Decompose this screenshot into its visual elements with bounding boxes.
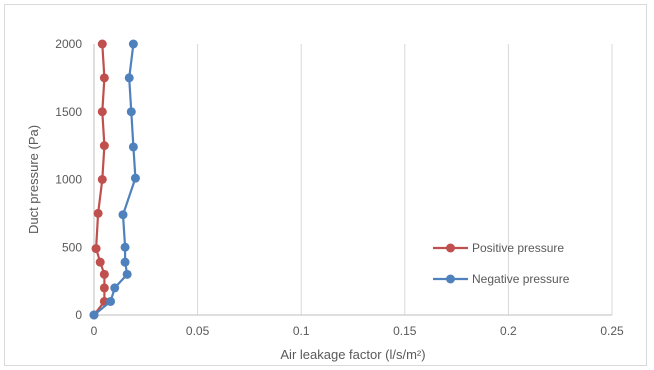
negative-pressure-legend-marker [446,274,455,284]
positive-pressure-point [93,208,103,218]
negative-pressure-point [128,142,138,152]
x-tick-label: 0.05 [186,324,210,338]
x-axis-label: Air leakage factor (l/s/m²) [280,347,425,362]
negative-pressure-point [120,242,130,252]
negative-pressure-point [122,269,132,279]
positive-pressure-point [99,269,109,279]
negative-pressure-point [126,107,136,117]
positive-pressure-point [97,107,107,117]
axes [93,44,612,316]
negative-pressure-point [110,283,120,293]
series-layer [89,39,140,320]
tick-labels: 0 0.05 0.1 0.15 0.2 0.25 0 500 1000 1500 2000 [55,37,624,338]
negative-pressure-legend-label: Negative pressure [472,272,570,286]
negative-pressure-series [89,39,140,320]
x-tick-label: 0.2 [500,324,517,338]
y-tick-label: 1500 [55,105,82,119]
negative-pressure-point [118,210,128,220]
negative-pressure-point [124,73,134,83]
positive-pressure-point [95,257,105,267]
negative-pressure-point [128,39,138,49]
gridlines [197,44,613,315]
positive-pressure-series [89,39,109,320]
x-tick-label: 0.1 [293,324,310,338]
x-tick-label: 0.15 [393,324,417,338]
positive-pressure-point [97,175,107,184]
y-tick-label: 500 [62,240,82,254]
positive-pressure-point [99,283,109,293]
legend: Positive pressure Negative pressure [433,241,570,286]
x-tick-label: 0.25 [600,324,624,338]
y-tick-label: 0 [75,308,82,322]
negative-pressure-point [120,257,130,267]
positive-pressure-point [97,39,107,49]
negative-pressure-point [89,310,99,320]
y-tick-label: 1000 [55,173,82,187]
positive-pressure-legend-marker [446,243,455,253]
negative-pressure-point [130,173,140,183]
positive-pressure-point [99,73,109,83]
y-axis-label: Duct pressure (Pa) [26,125,41,234]
positive-pressure-point [91,244,101,254]
positive-pressure-legend-label: Positive pressure [472,241,564,255]
y-tick-label: 2000 [55,37,82,51]
negative-pressure-point [106,296,116,306]
positive-pressure-point [99,141,109,151]
x-tick-label: 0 [91,324,98,338]
